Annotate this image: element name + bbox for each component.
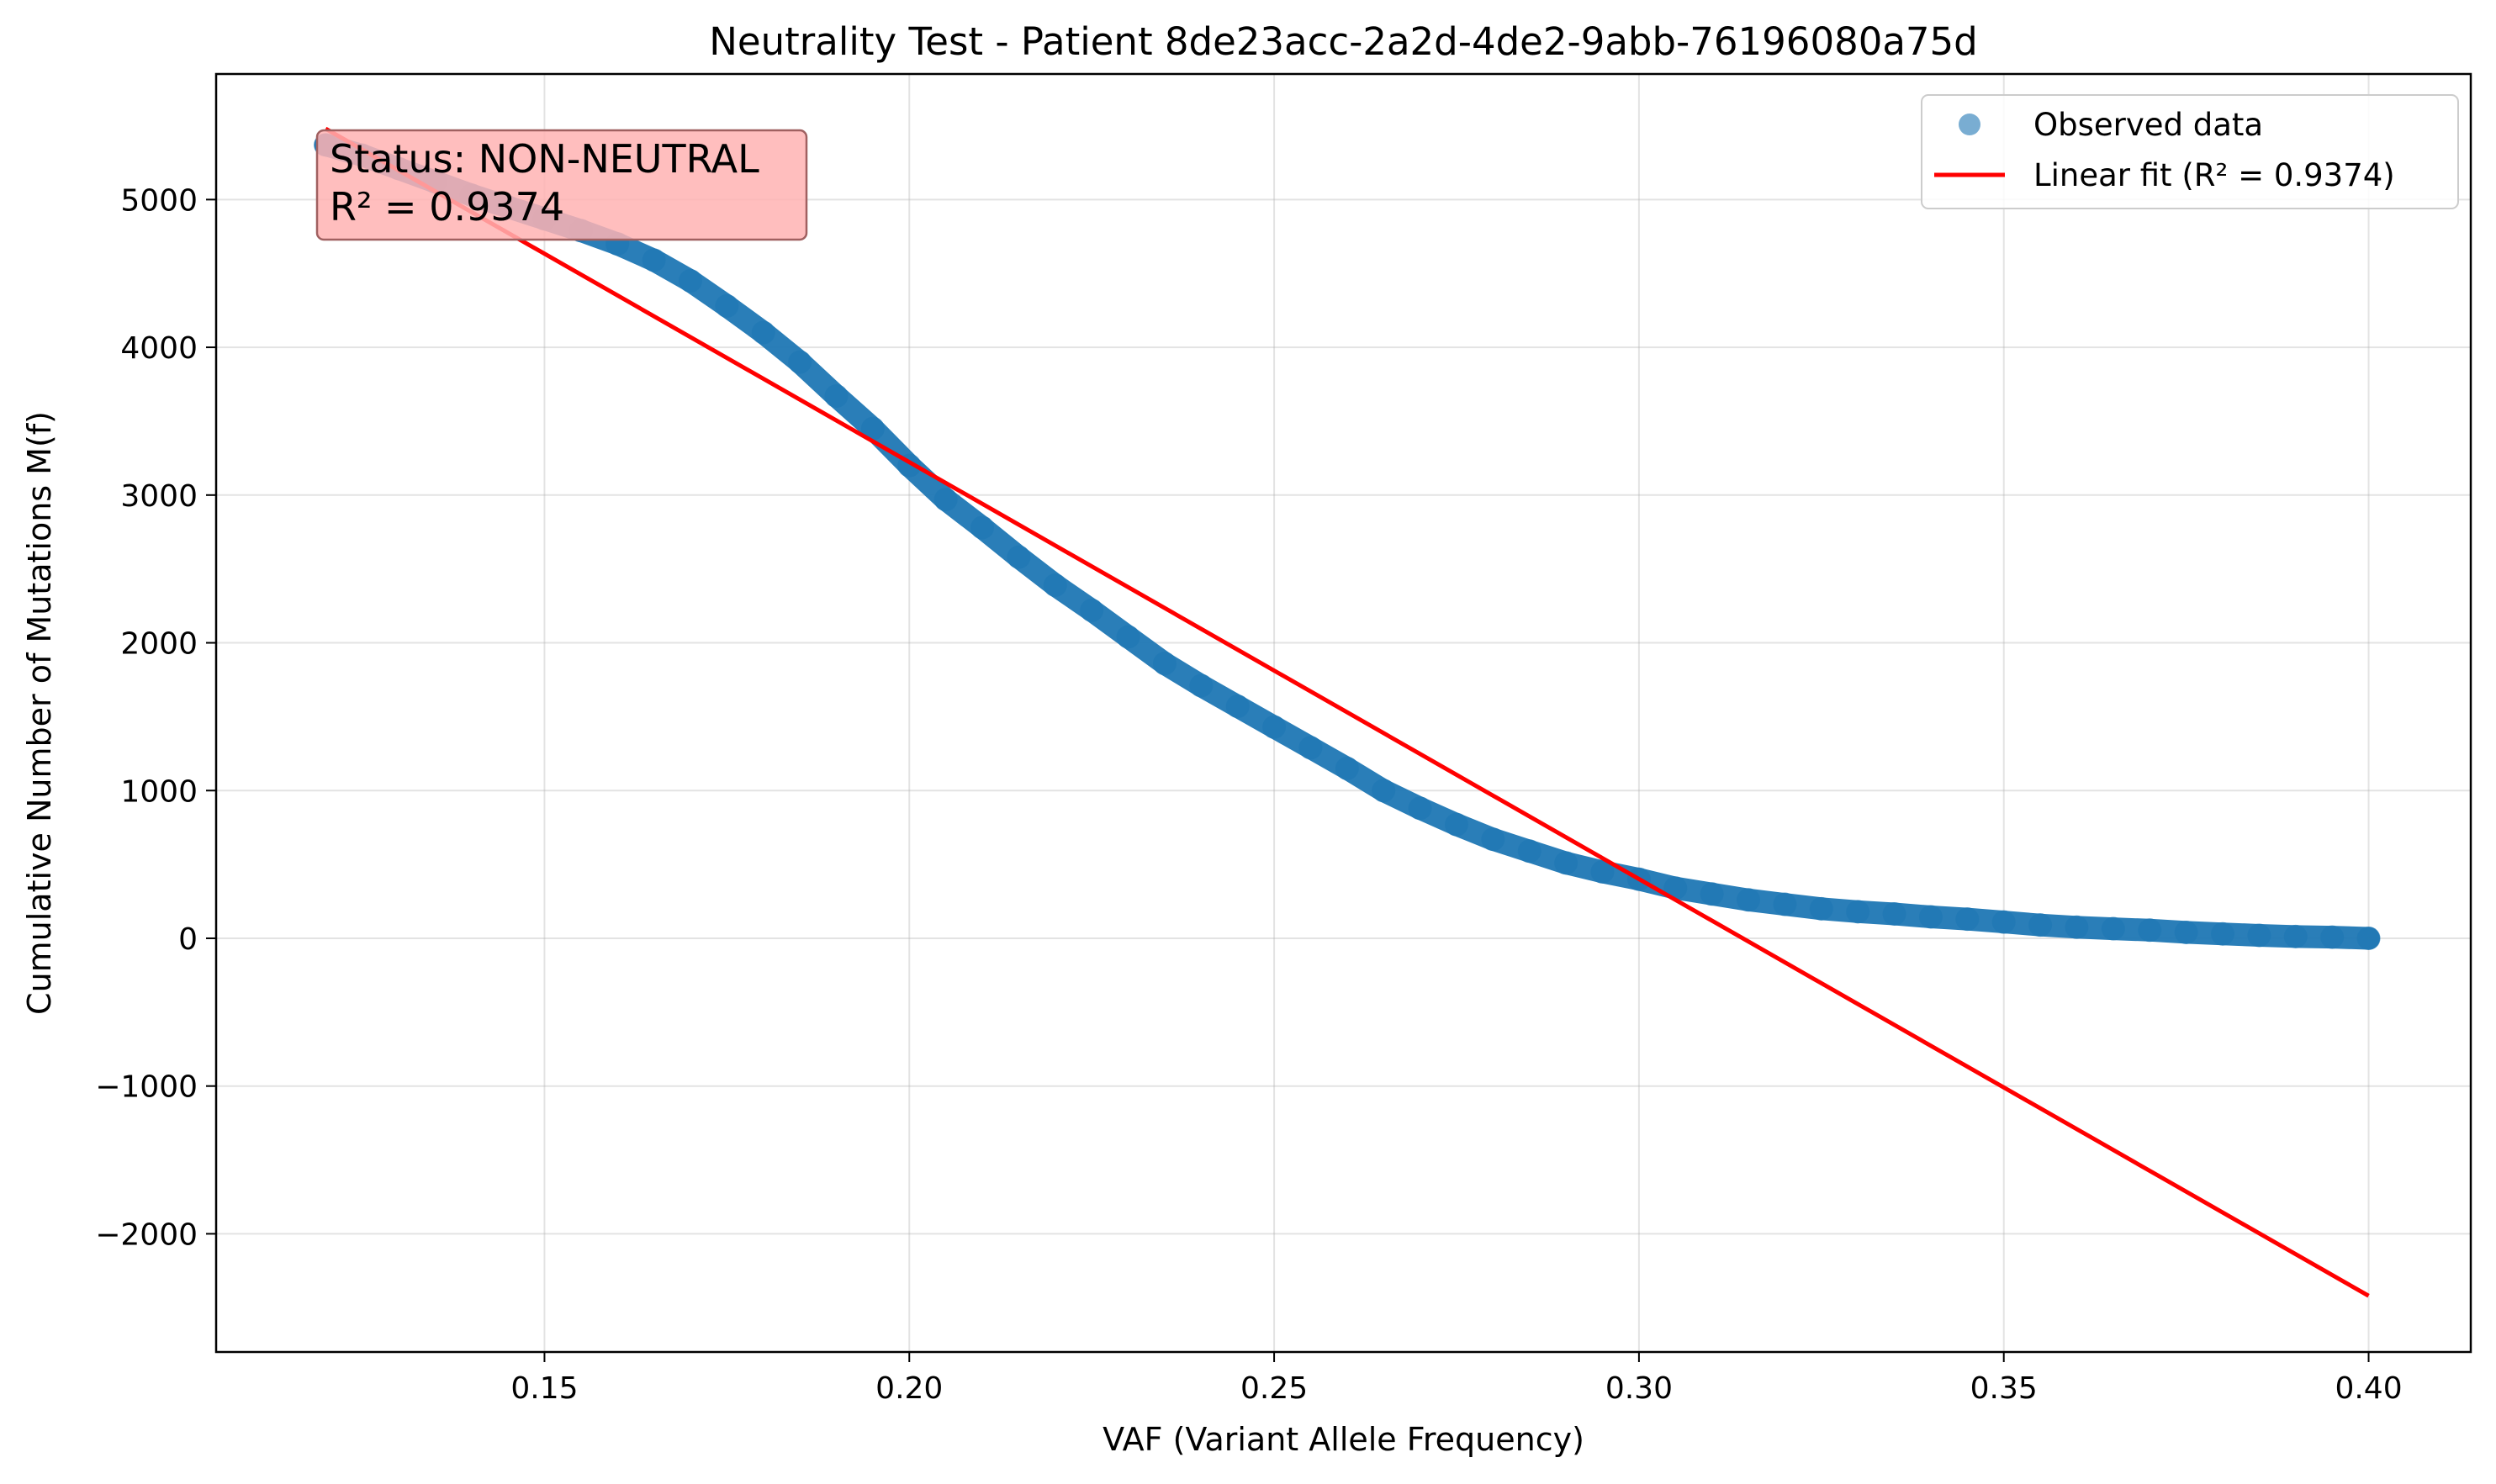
- status-annotation-line: Status: NON-NEUTRAL: [330, 136, 759, 182]
- observed-data-point: [1991, 910, 2016, 934]
- observed-data-point: [1809, 896, 1833, 921]
- x-tick-label: 0.25: [1240, 1371, 1308, 1406]
- observed-data-point: [2356, 926, 2381, 950]
- observed-data-point: [824, 384, 849, 409]
- observed-data-point: [788, 350, 812, 374]
- observed-data-point: [642, 248, 666, 272]
- legend: Observed data Linear fit (R² = 0.9374): [1921, 94, 2459, 209]
- y-axis-label: Cumulative Number of Mutations M(f): [21, 411, 58, 1015]
- observed-data-point: [2247, 923, 2271, 948]
- chart-title: Neutrality Test - Patient 8de23acc-2a2d-…: [709, 19, 1977, 64]
- observed-data-point: [970, 515, 995, 540]
- legend-label-observed-data: Observed data: [2033, 107, 2263, 143]
- observed-data-point: [2283, 924, 2308, 948]
- observed-data-point: [1408, 796, 1432, 821]
- observed-data-point: [2174, 920, 2198, 944]
- observed-data-point: [1043, 573, 1067, 597]
- observed-data-point: [1955, 907, 1980, 932]
- observed-data-point: [2138, 918, 2162, 943]
- x-tick-label: 0.30: [1605, 1371, 1673, 1406]
- status-annotation: Status: NON-NEUTRAL R² = 0.9374: [315, 129, 808, 241]
- observed-data-point: [1152, 652, 1177, 676]
- y-tick-label: 0: [178, 922, 198, 957]
- x-tick-label: 0.40: [2335, 1371, 2402, 1406]
- observed-data-point: [933, 488, 958, 512]
- observed-data-point: [1517, 839, 1541, 863]
- observed-data-point: [1846, 900, 1870, 924]
- y-tick-label: 3000: [120, 479, 198, 514]
- observed-data-point: [1444, 812, 1468, 837]
- observed-data-point: [2211, 922, 2235, 946]
- observed-data-point: [1189, 673, 1214, 698]
- observed-data-point: [2028, 913, 2053, 937]
- observed-data-point: [1590, 859, 1615, 884]
- observed-data-point: [860, 416, 885, 441]
- legend-frame: [1921, 94, 2459, 209]
- observed-data-point: [1554, 851, 1579, 875]
- observed-data-point: [1262, 715, 1287, 739]
- observed-data-point: [2320, 925, 2345, 949]
- observed-data-point: [751, 320, 775, 345]
- observed-data-point: [1918, 905, 1943, 929]
- y-tick-label: −2000: [95, 1217, 198, 1252]
- observed-data-point: [2101, 916, 2125, 941]
- observed-data-point: [715, 293, 739, 318]
- y-tick-label: 1000: [120, 774, 198, 809]
- observed-data-point: [1335, 756, 1359, 780]
- tick-layer: 0.15 0.20 0.25 0.30 0.35 0.40 −2000 −1000 0 1000 2…: [95, 183, 2402, 1406]
- observed-data-band: [314, 133, 2380, 950]
- observed-data-point: [1700, 882, 1724, 906]
- plot-frame: [214, 72, 2472, 1354]
- y-tick-label: 5000: [120, 183, 198, 218]
- observed-data-point: [1080, 598, 1104, 622]
- status-annotation-background: [315, 129, 808, 241]
- x-tick-label: 0.15: [510, 1371, 578, 1406]
- observed-data-point: [1225, 694, 1250, 719]
- observed-data-point: [1737, 888, 1761, 912]
- observed-data-point: [1298, 736, 1323, 760]
- observed-data-point: [1481, 827, 1505, 852]
- data-layer: [314, 126, 2381, 1298]
- observed-data-point: [678, 269, 702, 293]
- x-tick-label: 0.20: [875, 1371, 943, 1406]
- y-tick-label: 4000: [120, 331, 198, 366]
- legend-label-linear-fit: Linear fit (R² = 0.9374): [2033, 157, 2395, 193]
- y-tick-label: −1000: [95, 1070, 198, 1105]
- observed-data-point: [2065, 915, 2089, 939]
- observed-data-point: [1007, 545, 1031, 569]
- observed-data-point: [1116, 625, 1140, 649]
- observed-data-point: [1773, 892, 1797, 916]
- linear-fit-line: [324, 126, 2370, 1298]
- legend-marker-observed-data: [1959, 114, 1980, 135]
- observed-data-point: [1882, 901, 1906, 926]
- x-tick-label: 0.35: [1970, 1371, 2038, 1406]
- x-axis-label: VAF (Variant Allele Frequency): [1103, 1421, 1584, 1458]
- observed-data-point: [1372, 779, 1396, 803]
- y-tick-label: 2000: [120, 627, 198, 662]
- observed-data-point: [1663, 876, 1688, 900]
- r-squared-annotation-line: R² = 0.9374: [330, 184, 564, 230]
